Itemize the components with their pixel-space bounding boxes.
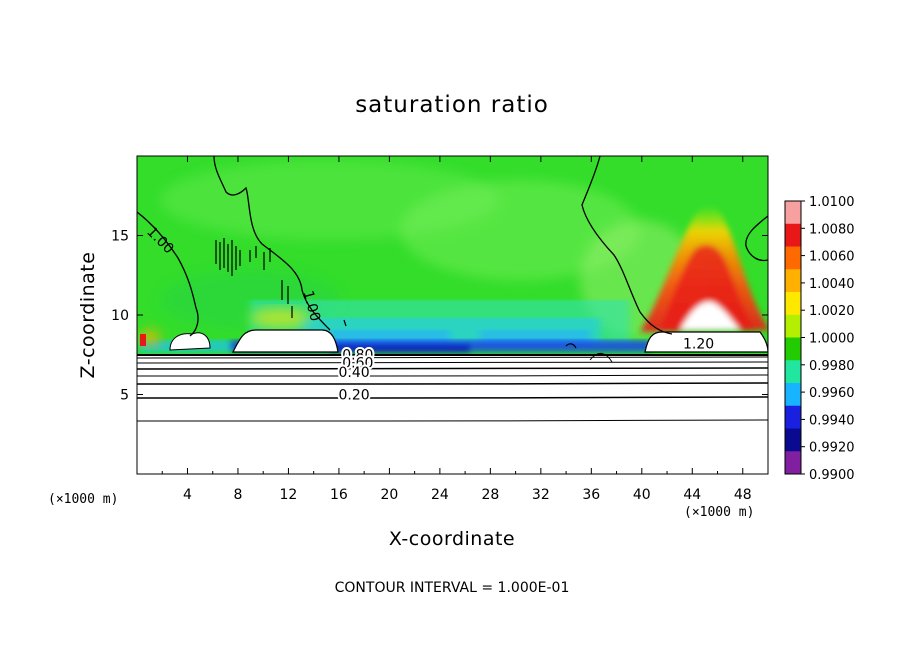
colorbar-label: 1.0080 [809,222,855,237]
colorbar-label: 1.0100 [809,195,855,210]
x-tick-label: 20 [380,487,398,503]
x-axis-label: X-coordinate [389,528,515,550]
y-axis: 5 10 15 [111,229,768,404]
contour-label: 0.80 [342,348,373,364]
colorbar-label: 0.9960 [809,386,855,401]
stable-layer [137,354,768,474]
colorbar-label: 0.9940 [809,413,855,428]
contour-interval-note: CONTOUR INTERVAL = 1.000E-01 [335,580,570,596]
y-axis-label: Z-coordinate [77,252,99,379]
x-tick-label: 48 [734,487,752,503]
x-tick-label: 40 [633,487,651,503]
colorbar-swatch [785,246,801,270]
colorbar-label: 1.0060 [809,250,855,265]
colorbar-label: 0.9980 [809,359,855,374]
y-tick-label: 15 [111,229,129,245]
colorbar-label: 1.0040 [809,277,855,292]
x-tick-label: 24 [431,487,449,503]
x-tick-label: 12 [280,487,298,503]
colorbar-swatch [785,428,801,452]
y-tick-label: 10 [111,308,129,324]
colorbar-swatch [785,360,801,384]
x-tick-label: 36 [582,487,600,503]
colorbar-label: 1.0020 [809,304,855,319]
y-unit-label: (×1000 m) [48,492,118,507]
contour-label: 1.00 [299,289,323,323]
contour-label: 1.20 [683,336,714,352]
x-tick-label: 8 [233,487,242,503]
x-tick-label: 32 [532,487,550,503]
colorbar-swatch [785,337,801,361]
colorbar-swatch [785,383,801,407]
plot-area [137,156,768,474]
chart-title: saturation ratio [355,92,549,118]
colorbar-swatch [785,451,801,475]
colorbar-swatch [785,405,801,429]
x-tick-label: 16 [330,487,348,503]
x-tick-label: 4 [183,487,192,503]
x-unit-label: (×1000 m) [684,505,754,520]
contour-label: 0.40 [338,365,369,381]
x-tick-label: 44 [683,487,701,503]
y-tick-label: 5 [120,388,129,404]
colorbar-swatch [785,314,801,338]
colorbar-label: 0.9920 [809,441,855,456]
colorbar-label: 1.0000 [809,332,855,347]
colorbar-swatch [785,223,801,247]
contour-label: 0.20 [338,387,369,403]
colorbar: 1.0100 1.0080 1.0060 1.0040 1.0020 1.0000 0.99… [784,195,855,483]
x-tick-label: 28 [481,487,499,503]
colorbar-swatch [785,201,801,225]
colorbar-swatch [785,269,801,293]
colorbar-label: 0.9900 [809,468,855,483]
x-axis: 4 8 12 16 20 24 28 32 36 40 44 48 [161,156,752,503]
colorbar-swatch [785,292,801,316]
cloud-cap-center [232,329,339,353]
contour-label: 0.60 [342,355,373,371]
